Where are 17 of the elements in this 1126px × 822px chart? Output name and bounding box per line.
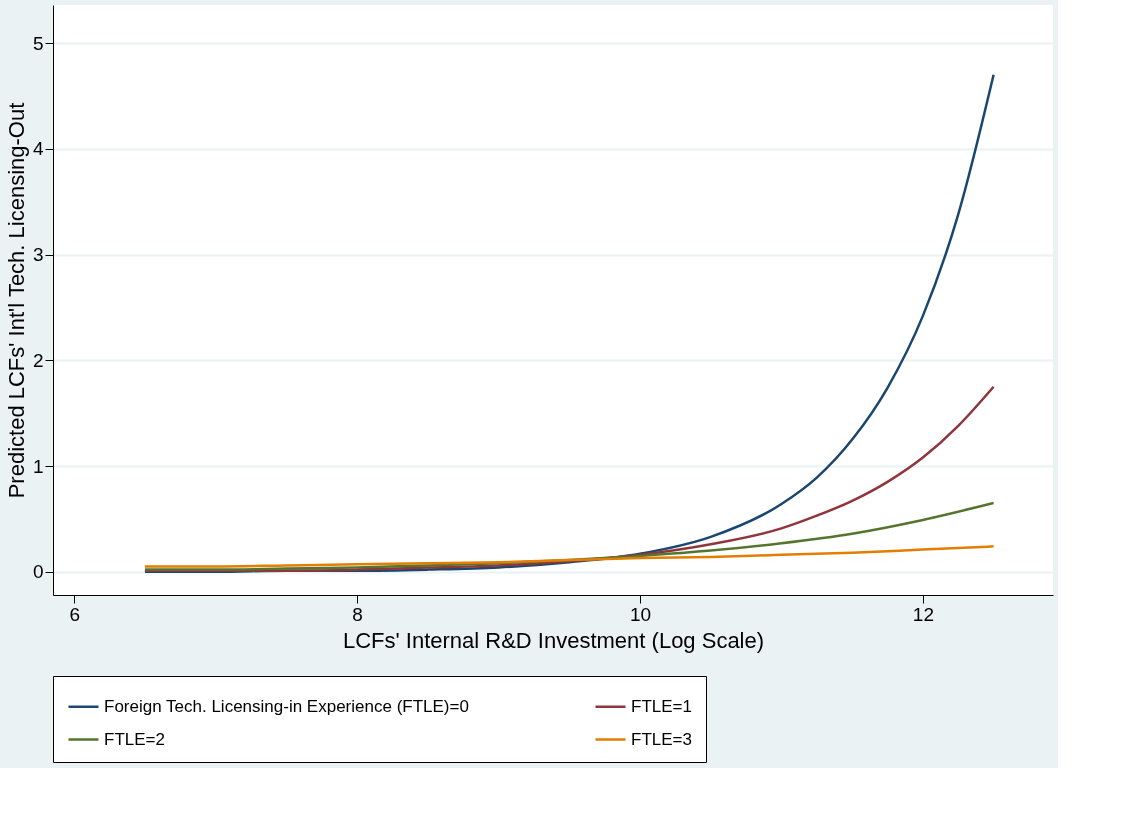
x-tick-label: 12 bbox=[912, 603, 934, 625]
legend-label: FTLE=1 bbox=[631, 696, 692, 716]
legend-label: FTLE=2 bbox=[104, 729, 165, 749]
y-tick-label: 3 bbox=[32, 244, 44, 266]
x-tick-label: 10 bbox=[629, 603, 652, 625]
x-tick-label: 8 bbox=[352, 603, 363, 625]
x-tick-label: 6 bbox=[69, 603, 81, 625]
y-tick-label: 1 bbox=[32, 455, 44, 477]
y-tick-label: 0 bbox=[32, 561, 44, 583]
x-axis-title: LCFs' Internal R&D Investment (Log Scale) bbox=[342, 627, 765, 653]
y-axis-title: Predicted LCFs' Int'l Tech. Licensing-Out bbox=[3, 102, 29, 499]
y-tick-label: 2 bbox=[32, 349, 44, 371]
y-tick-label: 4 bbox=[32, 138, 44, 160]
legend-label: Foreign Tech. Licensing-in Experience (FTLE)=0 bbox=[104, 696, 469, 716]
legend-label: FTLE=3 bbox=[631, 729, 692, 749]
line-series bbox=[143, 545, 995, 568]
y-tick-label: 5 bbox=[32, 32, 44, 54]
